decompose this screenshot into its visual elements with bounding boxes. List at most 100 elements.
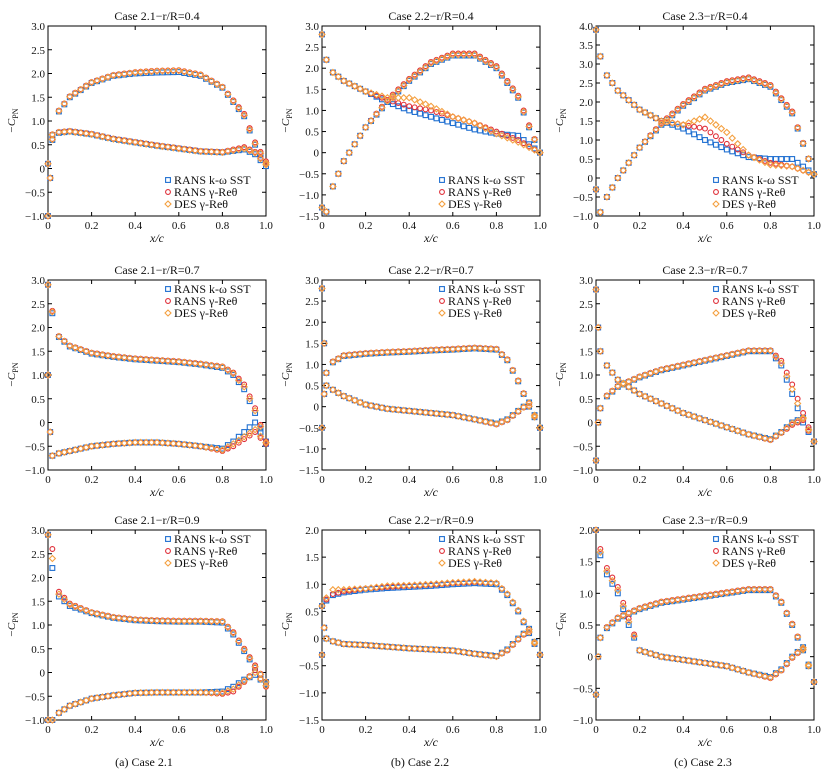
data-point: [318, 203, 326, 212]
data-point: [596, 52, 605, 61]
data-point: [592, 690, 600, 699]
x-tick-label: 0: [593, 220, 599, 232]
data-point: [207, 444, 216, 452]
data-point: [614, 174, 622, 182]
data-point: [147, 616, 156, 625]
series-kw_sst: [593, 286, 817, 464]
data-point: [596, 208, 605, 216]
data-point: [459, 116, 468, 124]
data-point: [782, 102, 791, 110]
data-point: [503, 646, 512, 654]
data-point: [378, 403, 386, 412]
data-point: [614, 382, 622, 391]
legend-label: RANS k-ω SST: [448, 173, 525, 187]
legend-marker: [439, 286, 445, 292]
data-point: [164, 69, 171, 76]
data-point: [631, 634, 638, 641]
y-tick-label: −1.5: [299, 465, 319, 477]
data-point: [115, 136, 123, 144]
legend-marker: [438, 200, 446, 208]
data-point: [755, 346, 764, 355]
data-point: [115, 690, 123, 699]
data-point: [679, 656, 687, 664]
chart-panel-6: Case 2.3−r/R=0.7 −1.0 −0.5 0 0.5 1.0 1.5 2.0 2.5…: [554, 263, 821, 499]
data-point: [614, 614, 622, 622]
series-des_gamma: [318, 284, 544, 432]
data-point: [82, 347, 90, 356]
data-point: [125, 137, 134, 146]
data-point: [684, 411, 693, 419]
data-point: [367, 117, 375, 125]
data-point: [196, 617, 205, 625]
data-point: [487, 579, 495, 587]
data-point: [481, 57, 490, 65]
data-point: [185, 617, 194, 625]
data-point: [630, 386, 638, 395]
x-tick-label: 0: [593, 724, 599, 736]
data-point: [71, 128, 80, 136]
data-point: [712, 133, 719, 140]
data-point: [630, 151, 638, 159]
data-point: [777, 95, 786, 104]
data-point: [245, 429, 254, 437]
data-point: [406, 107, 413, 114]
legend-label: DES γ-Reθ: [448, 556, 502, 570]
data-point: [603, 392, 611, 400]
data-point: [147, 356, 156, 364]
data-point: [394, 581, 403, 590]
data-point: [793, 399, 802, 408]
data-point: [782, 659, 791, 668]
data-point: [793, 417, 802, 425]
data-point: [252, 405, 259, 412]
data-point: [476, 121, 484, 130]
data-point: [652, 397, 660, 405]
data-point: [383, 348, 392, 356]
legend-marker: [164, 309, 172, 317]
data-point: [153, 688, 161, 697]
data-point: [702, 125, 708, 132]
chart-title: Case 2.1−r/R=0.4: [114, 9, 199, 23]
x-tick-label: 0.2: [633, 220, 647, 232]
data-point: [470, 415, 479, 424]
data-point: [428, 113, 434, 120]
data-point: [744, 151, 753, 159]
y-tick-label: 3.0: [31, 275, 45, 287]
data-point: [449, 345, 457, 354]
data-point: [631, 631, 638, 638]
data-point: [799, 413, 807, 422]
data-point: [421, 580, 430, 589]
chart-title: Case 2.1−r/R=0.7: [114, 263, 199, 277]
data-point: [410, 407, 419, 416]
y-tick-label: −1.5: [299, 715, 319, 727]
data-point: [263, 681, 269, 688]
x-tick-label: 1.0: [533, 474, 547, 486]
data-point: [744, 346, 753, 355]
data-point: [789, 421, 796, 428]
legend-marker: [165, 536, 171, 542]
data-point: [755, 156, 764, 164]
data-point: [508, 136, 517, 144]
data-point: [345, 585, 354, 594]
data-point: [498, 649, 506, 658]
data-point: [356, 398, 364, 407]
data-point: [608, 79, 617, 87]
x-tick-label: 0.8: [490, 220, 504, 232]
y-tick-label: 0.5: [305, 381, 319, 393]
data-point: [603, 623, 611, 632]
data-point: [729, 148, 736, 155]
data-point: [76, 698, 85, 706]
data-point: [443, 345, 452, 354]
data-point: [422, 112, 429, 119]
x-tick-label: 1.0: [259, 724, 273, 736]
data-point: [530, 146, 539, 154]
data-point: [406, 103, 413, 110]
data-point: [783, 376, 790, 383]
data-point: [60, 337, 69, 346]
data-point: [624, 159, 633, 167]
y-tick-label: 1.5: [31, 92, 45, 104]
data-point: [256, 675, 265, 683]
data-point: [487, 60, 495, 68]
data-point: [345, 640, 354, 649]
